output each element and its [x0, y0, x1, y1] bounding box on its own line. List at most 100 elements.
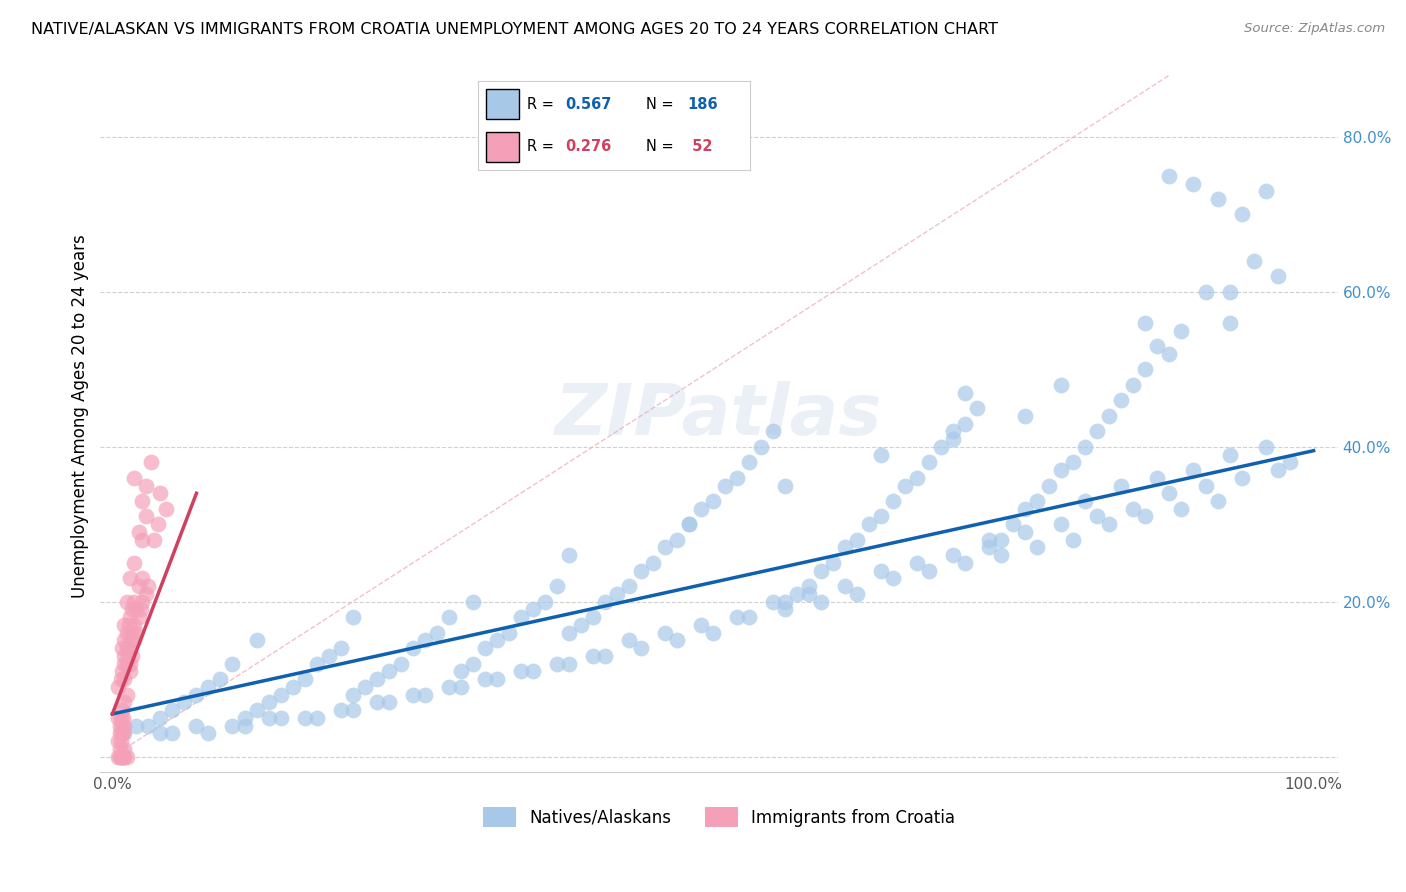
Point	[233, 718, 256, 732]
Point	[1170, 501, 1192, 516]
Point	[125, 718, 148, 732]
Point	[1014, 501, 1036, 516]
Point	[437, 680, 460, 694]
Point	[1135, 316, 1157, 330]
Point	[942, 548, 965, 562]
Point	[122, 471, 145, 485]
Point	[1278, 455, 1301, 469]
Point	[461, 657, 484, 671]
Point	[918, 455, 941, 469]
Point	[112, 718, 135, 732]
Point	[139, 455, 162, 469]
Point	[1254, 440, 1277, 454]
Point	[955, 556, 977, 570]
Point	[413, 633, 436, 648]
Point	[120, 571, 142, 585]
Point	[112, 726, 135, 740]
Point	[1206, 494, 1229, 508]
Point	[786, 587, 808, 601]
Point	[882, 494, 904, 508]
Point	[112, 657, 135, 671]
Point	[112, 695, 135, 709]
Point	[128, 610, 150, 624]
Point	[450, 665, 472, 679]
Point	[111, 749, 134, 764]
Point	[846, 533, 869, 547]
Point	[377, 695, 399, 709]
Point	[1038, 478, 1060, 492]
Point	[1074, 440, 1097, 454]
Point	[870, 448, 893, 462]
Point	[1267, 463, 1289, 477]
Point	[533, 595, 555, 609]
Point	[509, 610, 531, 624]
Point	[111, 703, 134, 717]
Point	[1254, 184, 1277, 198]
Point	[366, 695, 388, 709]
Point	[1206, 192, 1229, 206]
Point	[593, 648, 616, 663]
Point	[1218, 316, 1240, 330]
Point	[342, 703, 364, 717]
Point	[121, 625, 143, 640]
Point	[522, 665, 544, 679]
Point	[143, 533, 166, 547]
Point	[221, 657, 243, 671]
Point	[1267, 269, 1289, 284]
Point	[108, 726, 131, 740]
Point	[112, 749, 135, 764]
Point	[870, 564, 893, 578]
Point	[1002, 517, 1025, 532]
Point	[522, 602, 544, 616]
Point	[138, 718, 160, 732]
Point	[149, 726, 172, 740]
Point	[107, 680, 129, 694]
Point	[1087, 509, 1109, 524]
Y-axis label: Unemployment Among Ages 20 to 24 years: Unemployment Among Ages 20 to 24 years	[72, 234, 89, 598]
Point	[569, 618, 592, 632]
Point	[1159, 486, 1181, 500]
Point	[294, 672, 316, 686]
Point	[558, 657, 581, 671]
Point	[245, 633, 267, 648]
Point	[702, 625, 724, 640]
Point	[131, 571, 153, 585]
Point	[115, 688, 138, 702]
Point	[702, 494, 724, 508]
Point	[110, 672, 132, 686]
Point	[582, 648, 605, 663]
Point	[1122, 501, 1144, 516]
Point	[402, 688, 425, 702]
Point	[810, 564, 832, 578]
Point	[1074, 494, 1097, 508]
Point	[582, 610, 605, 624]
Point	[1243, 254, 1265, 268]
Point	[823, 556, 845, 570]
Point	[461, 595, 484, 609]
Point	[773, 602, 796, 616]
Point	[905, 471, 928, 485]
Point	[129, 602, 152, 616]
Point	[270, 688, 292, 702]
Point	[221, 718, 243, 732]
Point	[108, 741, 131, 756]
Point	[1194, 285, 1216, 299]
Point	[120, 633, 142, 648]
Point	[738, 610, 761, 624]
Point	[112, 672, 135, 686]
Point	[173, 695, 195, 709]
Point	[1146, 471, 1168, 485]
Point	[270, 711, 292, 725]
Point	[690, 501, 713, 516]
Point	[437, 610, 460, 624]
Point	[426, 625, 449, 640]
Point	[558, 548, 581, 562]
Point	[1218, 285, 1240, 299]
Point	[149, 486, 172, 500]
Point	[112, 633, 135, 648]
Point	[762, 425, 785, 439]
Point	[413, 688, 436, 702]
Point	[630, 564, 652, 578]
Point	[1135, 509, 1157, 524]
Point	[834, 541, 856, 555]
